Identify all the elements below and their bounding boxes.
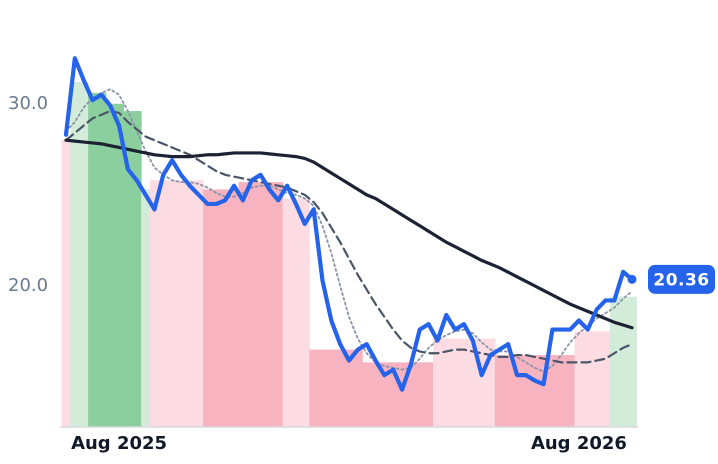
value-badge-label: 20.36 — [653, 270, 709, 290]
band — [185, 180, 195, 427]
band — [264, 182, 275, 427]
band — [229, 189, 239, 427]
band — [601, 331, 611, 427]
band — [61, 140, 71, 427]
band — [388, 362, 399, 427]
band — [415, 362, 425, 427]
band — [503, 355, 514, 427]
band — [344, 349, 354, 427]
band — [70, 81, 80, 427]
band — [141, 189, 151, 427]
band — [203, 189, 213, 427]
band — [477, 338, 487, 427]
band — [282, 198, 293, 427]
x-tick-label: Aug 2025 — [71, 433, 167, 454]
series-line — [65, 88, 633, 373]
band — [521, 355, 531, 427]
band — [309, 349, 319, 427]
band — [494, 355, 505, 427]
band — [468, 338, 478, 427]
last-point — [627, 274, 637, 284]
band — [433, 338, 443, 427]
bands — [61, 81, 637, 428]
band — [105, 103, 116, 427]
band — [627, 296, 637, 427]
y-tick-label: 30.0 — [8, 93, 48, 114]
band — [353, 349, 363, 427]
band — [291, 198, 301, 427]
band — [609, 296, 620, 427]
band — [547, 355, 558, 427]
band — [114, 103, 124, 427]
band — [326, 349, 337, 427]
band — [220, 189, 231, 427]
band — [441, 338, 452, 427]
band — [211, 189, 222, 427]
x-tick-label: Aug 2026 — [531, 433, 627, 454]
series-line — [63, 56, 635, 392]
band — [397, 362, 407, 427]
y-tick-label: 20.0 — [8, 275, 48, 296]
band — [335, 349, 346, 427]
band — [459, 338, 469, 427]
band — [300, 198, 310, 427]
band — [424, 362, 434, 427]
band — [583, 331, 593, 427]
band — [273, 182, 284, 427]
series-line — [64, 138, 634, 330]
band — [406, 362, 416, 427]
band — [530, 355, 540, 427]
band — [618, 296, 629, 427]
band — [539, 355, 549, 427]
band — [318, 349, 328, 427]
band — [256, 182, 266, 427]
band — [379, 362, 390, 427]
band — [247, 182, 257, 427]
band — [486, 338, 496, 427]
band — [132, 111, 142, 428]
band — [158, 180, 169, 427]
band — [194, 180, 204, 427]
band — [123, 111, 133, 428]
value-badge — [648, 264, 715, 294]
band — [556, 355, 567, 427]
band — [96, 92, 107, 428]
series-line — [64, 109, 634, 364]
band — [362, 362, 372, 427]
band — [167, 180, 178, 427]
band — [176, 180, 186, 427]
band — [450, 338, 461, 427]
band — [512, 355, 522, 427]
band — [371, 362, 381, 427]
band — [238, 182, 248, 427]
band — [565, 355, 576, 427]
band — [574, 331, 584, 427]
band — [592, 331, 602, 427]
band — [88, 92, 98, 428]
band — [79, 81, 89, 427]
band — [150, 180, 160, 427]
